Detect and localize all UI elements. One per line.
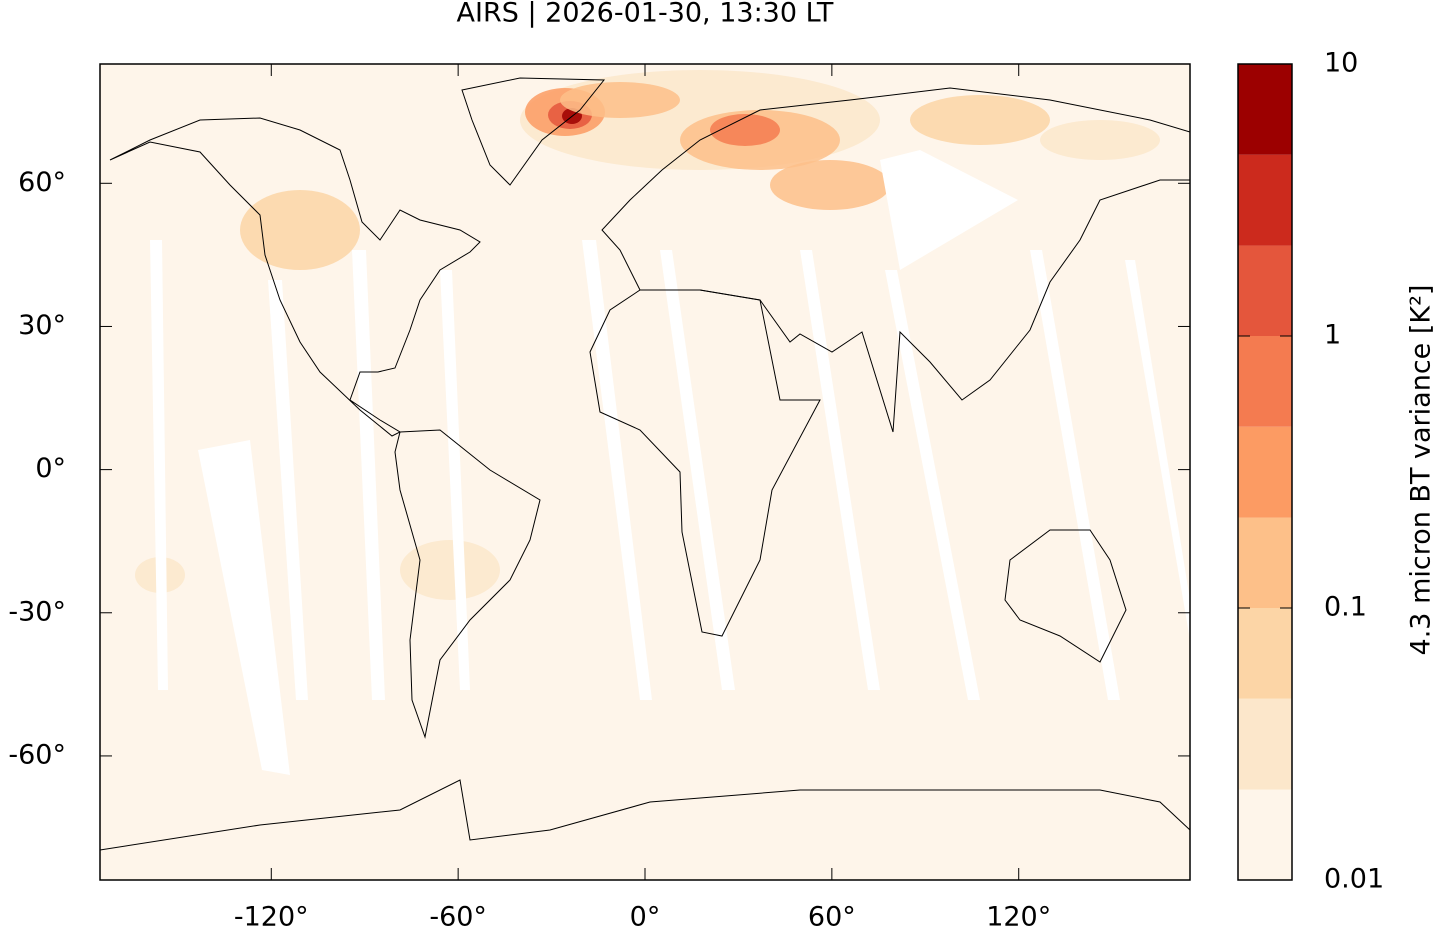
colorbar-band xyxy=(1238,336,1292,427)
x-tick-label: 120° xyxy=(986,902,1051,931)
variance-patch xyxy=(560,82,680,118)
colorbar-band xyxy=(1238,517,1292,608)
swath-gap xyxy=(880,150,1018,270)
coastline xyxy=(99,779,1191,851)
variance-patch xyxy=(910,95,1050,145)
colorbar-band xyxy=(1238,154,1292,246)
variance-patch xyxy=(400,540,500,600)
colorbar-band xyxy=(1238,426,1292,518)
y-tick-label: 30° xyxy=(18,310,66,341)
colorbar-band xyxy=(1238,64,1292,155)
swath-gap xyxy=(800,250,880,690)
coastline xyxy=(461,77,606,186)
swath-gap xyxy=(150,240,168,690)
swath-gap xyxy=(660,250,735,690)
colorbar-tick-label: 1 xyxy=(1324,320,1341,351)
x-tick-label: 0° xyxy=(630,902,661,931)
swath-gap xyxy=(1030,250,1120,700)
map: -120° -60° 0° 60° 120° 60° 30° 0° -30° -60° xyxy=(8,63,1191,933)
variance-patch xyxy=(1040,120,1160,160)
colorbar-band xyxy=(1238,698,1292,790)
colorbar-frame xyxy=(1237,63,1293,881)
variance-patch xyxy=(240,190,360,270)
y-tick-label: 60° xyxy=(18,167,66,198)
variance-patch xyxy=(770,160,890,210)
colorbar-label: 4.3 micron BT variance [K²] xyxy=(1406,285,1437,656)
title: AIRS | 2026-01-30, 13:30 LT xyxy=(457,0,834,29)
swath-gap xyxy=(582,240,652,700)
swath-gap xyxy=(885,270,980,700)
swath-gap xyxy=(352,250,385,700)
colorbar-band xyxy=(1238,789,1292,880)
swath-gap xyxy=(198,440,290,775)
colorbar-band xyxy=(1238,608,1292,699)
coastline xyxy=(1004,529,1127,663)
colorbar-band xyxy=(1238,245,1292,336)
colorbar-tick-label: 10 xyxy=(1324,48,1358,79)
coastline xyxy=(589,289,821,637)
x-tick-label: 60° xyxy=(808,902,856,931)
colorbar: 0.01 0.1 1 10 xyxy=(1237,48,1384,895)
coastline xyxy=(601,87,1191,433)
variance-patch xyxy=(710,114,780,146)
coastline xyxy=(109,117,481,437)
y-tick-label: -60° xyxy=(8,739,66,770)
coastline xyxy=(394,429,541,739)
x-tick-label: -60° xyxy=(429,902,487,931)
y-tick-label: 0° xyxy=(35,453,66,484)
x-tick-label: -120° xyxy=(234,902,309,931)
swath-gap xyxy=(440,270,470,690)
colorbar-tick-label: 0.01 xyxy=(1324,864,1384,895)
y-tick-label: -30° xyxy=(8,596,66,627)
colorbar-tick-label: 0.1 xyxy=(1324,592,1367,623)
swath-gap xyxy=(268,280,308,700)
swath-gap xyxy=(1125,260,1190,640)
